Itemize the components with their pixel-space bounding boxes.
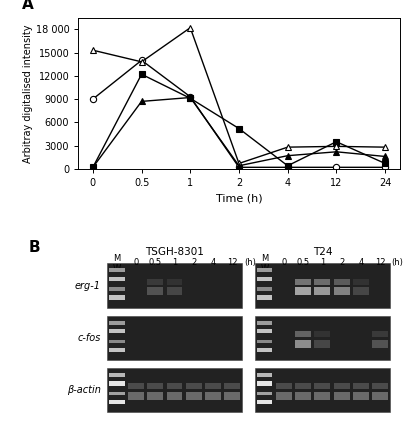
Bar: [372, 383, 388, 389]
Bar: [107, 368, 242, 412]
Bar: [166, 288, 183, 295]
Text: W: W: [260, 264, 269, 273]
Bar: [372, 340, 388, 348]
Bar: [109, 381, 124, 385]
Text: 2: 2: [191, 258, 197, 267]
Bar: [353, 392, 369, 400]
Bar: [257, 288, 272, 291]
Bar: [109, 321, 124, 325]
Bar: [186, 383, 202, 389]
Bar: [314, 331, 330, 337]
Bar: [166, 279, 183, 285]
Bar: [205, 383, 221, 389]
Bar: [255, 316, 390, 360]
Bar: [255, 368, 390, 412]
Bar: [257, 329, 272, 333]
Bar: [109, 329, 124, 333]
Text: 0.5: 0.5: [297, 258, 310, 267]
Text: (h): (h): [391, 258, 403, 267]
Text: 12: 12: [227, 258, 238, 267]
Bar: [128, 383, 144, 389]
Bar: [109, 288, 124, 291]
Bar: [257, 381, 272, 385]
Bar: [255, 263, 390, 308]
Text: 12: 12: [375, 258, 386, 267]
Bar: [109, 295, 124, 300]
Bar: [128, 392, 144, 400]
Bar: [147, 288, 163, 295]
Text: A: A: [22, 0, 34, 11]
Bar: [295, 288, 311, 295]
Bar: [109, 348, 124, 352]
Text: (h): (h): [244, 258, 256, 267]
Bar: [295, 383, 311, 389]
Bar: [147, 279, 163, 285]
Bar: [295, 340, 311, 348]
Bar: [314, 383, 330, 389]
Bar: [186, 392, 202, 400]
Bar: [334, 392, 349, 400]
Text: M: M: [261, 254, 268, 263]
Bar: [314, 288, 330, 295]
Bar: [334, 288, 349, 295]
Bar: [109, 340, 124, 343]
Text: 4: 4: [358, 258, 364, 267]
Bar: [314, 340, 330, 348]
Text: c-fos: c-fos: [77, 333, 101, 343]
Text: 2: 2: [339, 258, 344, 267]
Bar: [257, 373, 272, 377]
Bar: [295, 279, 311, 285]
Bar: [166, 392, 183, 400]
Bar: [295, 392, 311, 400]
Bar: [107, 263, 242, 308]
Text: 4: 4: [211, 258, 216, 267]
Bar: [372, 392, 388, 400]
Text: TSGH-8301: TSGH-8301: [145, 247, 204, 258]
Bar: [257, 392, 272, 395]
Bar: [109, 400, 124, 404]
Bar: [314, 279, 330, 285]
Y-axis label: Arbitray digitalised intensity: Arbitray digitalised intensity: [23, 24, 33, 162]
Bar: [334, 279, 349, 285]
Text: B: B: [28, 240, 40, 255]
Bar: [334, 383, 349, 389]
Bar: [225, 383, 240, 389]
Bar: [257, 269, 272, 273]
Bar: [257, 295, 272, 300]
Bar: [109, 392, 124, 395]
Text: erg-1: erg-1: [75, 280, 101, 291]
Bar: [109, 277, 124, 281]
Bar: [257, 400, 272, 404]
Text: W: W: [113, 264, 121, 273]
Bar: [205, 392, 221, 400]
Text: 1: 1: [172, 258, 177, 267]
Text: 1: 1: [320, 258, 325, 267]
Bar: [109, 373, 124, 377]
Bar: [276, 392, 292, 400]
Text: T24: T24: [313, 247, 332, 258]
Bar: [276, 383, 292, 389]
Bar: [109, 269, 124, 273]
Bar: [257, 277, 272, 281]
Text: 0: 0: [281, 258, 287, 267]
Bar: [257, 321, 272, 325]
Bar: [257, 340, 272, 343]
Bar: [147, 383, 163, 389]
Bar: [353, 288, 369, 295]
Bar: [107, 316, 242, 360]
Bar: [257, 348, 272, 352]
Bar: [147, 392, 163, 400]
Bar: [372, 331, 388, 337]
Bar: [353, 279, 369, 285]
Text: 0: 0: [133, 258, 139, 267]
Bar: [295, 331, 311, 337]
X-axis label: Time (h): Time (h): [215, 194, 262, 203]
Bar: [314, 392, 330, 400]
Bar: [353, 383, 369, 389]
Bar: [166, 383, 183, 389]
Bar: [225, 392, 240, 400]
Text: β-actin: β-actin: [67, 385, 101, 395]
Text: 0.5: 0.5: [149, 258, 162, 267]
Text: M: M: [113, 254, 120, 263]
